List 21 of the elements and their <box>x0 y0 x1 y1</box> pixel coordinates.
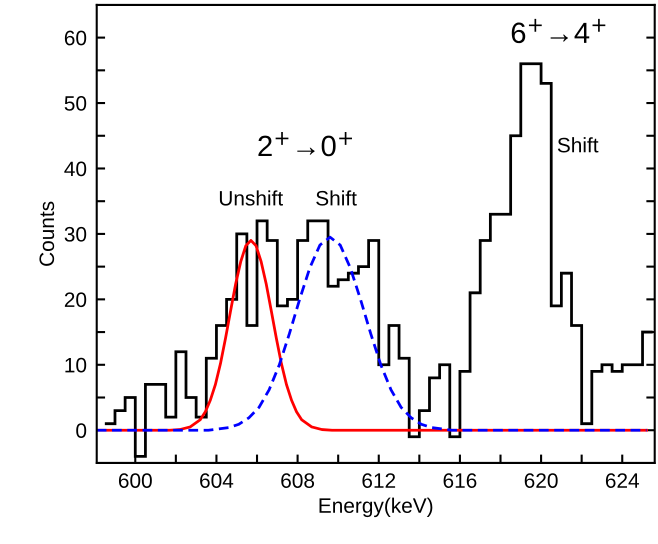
y-tick-label: 60 <box>64 30 86 46</box>
x-tick-label: 624 <box>606 473 640 488</box>
y-tick-label: 20 <box>64 292 86 308</box>
annotation: 6$^{+}$→4$^{+}$ <box>512 18 606 44</box>
annotation: Shift <box>316 190 357 206</box>
annotation: 2$^{+}$→0$^{+}$ <box>258 132 352 156</box>
x-tick-label: 608 <box>281 473 314 488</box>
y-tick-label: 0 <box>76 423 86 438</box>
x-tick-label: 616 <box>444 473 476 488</box>
x-tick-label: 604 <box>200 473 234 488</box>
y-tick-label: 50 <box>64 96 86 111</box>
annotation: Unshift <box>220 190 283 206</box>
y-tick-label: 40 <box>64 161 86 176</box>
y-tick-label: 30 <box>64 226 86 242</box>
x-axis-title: Energy(keV) <box>320 498 432 518</box>
x-tick-label: 620 <box>524 473 558 488</box>
x-tick-label: 600 <box>118 473 152 488</box>
y-axis-title: Counts <box>39 202 54 266</box>
y-tick-label: 10 <box>65 358 86 373</box>
x-tick-label: 612 <box>362 473 396 488</box>
annotation: Shift <box>558 137 598 152</box>
